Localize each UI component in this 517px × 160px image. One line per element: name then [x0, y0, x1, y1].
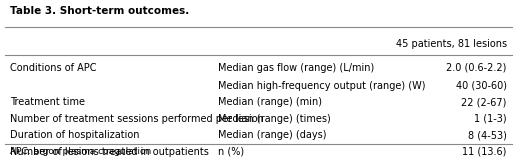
- Text: 40 (30-60): 40 (30-60): [456, 81, 507, 91]
- Text: Conditions of APC: Conditions of APC: [10, 63, 97, 73]
- Text: 45 patients, 81 lesions: 45 patients, 81 lesions: [396, 39, 507, 49]
- Text: 8 (4-53): 8 (4-53): [468, 130, 507, 140]
- Text: Median (range) (days): Median (range) (days): [218, 130, 326, 140]
- Text: Number of lesions treated in outpatients: Number of lesions treated in outpatients: [10, 147, 209, 157]
- Text: 22 (2-67): 22 (2-67): [461, 97, 507, 107]
- Text: 2.0 (0.6-2.2): 2.0 (0.6-2.2): [446, 63, 507, 73]
- Text: 11 (13.6): 11 (13.6): [462, 147, 507, 157]
- Text: Median (range) (times): Median (range) (times): [218, 114, 331, 124]
- Text: Duration of hospitalization: Duration of hospitalization: [10, 130, 140, 140]
- Text: Table 3. Short-term outcomes.: Table 3. Short-term outcomes.: [10, 6, 190, 16]
- Text: Median gas flow (range) (L/min): Median gas flow (range) (L/min): [218, 63, 374, 73]
- Text: Number of treatment sessions performed per lesion: Number of treatment sessions performed p…: [10, 114, 264, 124]
- Text: Median high-frequency output (range) (W): Median high-frequency output (range) (W): [218, 81, 425, 91]
- Text: Treatment time: Treatment time: [10, 97, 85, 107]
- Text: n (%): n (%): [218, 147, 244, 157]
- Text: Median (range) (min): Median (range) (min): [218, 97, 322, 107]
- Text: APC: argon plasma coagulation: APC: argon plasma coagulation: [10, 147, 151, 156]
- Text: 1 (1-3): 1 (1-3): [474, 114, 507, 124]
